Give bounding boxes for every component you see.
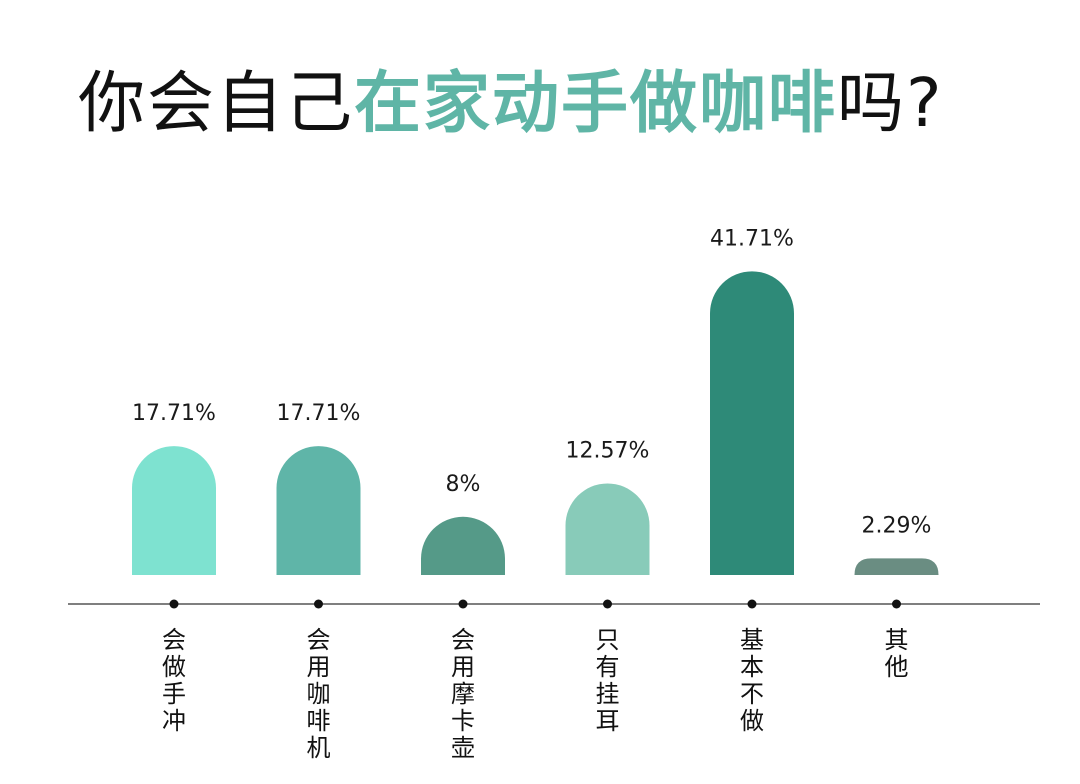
- bar-6: [854, 558, 939, 575]
- chart-title: 你会自己在家动手做咖啡吗?: [78, 58, 944, 148]
- bar-2: [276, 446, 361, 575]
- tick-dot-1: [169, 599, 179, 609]
- tick-marks-group: [169, 599, 901, 609]
- title-part-3: 吗?: [837, 64, 944, 142]
- category-label-3: 会用摩卡壶: [451, 626, 475, 762]
- category-label-4: 只有挂耳: [596, 626, 620, 735]
- value-label-5: 41.71%: [710, 226, 794, 251]
- category-label-5: 基本不做: [740, 626, 764, 735]
- tick-dot-6: [892, 599, 901, 609]
- bar-5: [710, 271, 794, 575]
- bar-1: [132, 446, 216, 575]
- value-label-3: 8%: [446, 472, 481, 497]
- bar-4: [565, 483, 650, 575]
- title-part-1: 你会自己: [78, 64, 354, 142]
- tick-dot-3: [458, 599, 468, 609]
- tick-dot-5: [747, 599, 757, 609]
- category-label-2: 会用咖啡机: [307, 626, 331, 762]
- bar-3: [421, 516, 505, 575]
- tick-dot-2: [314, 599, 323, 609]
- labels-group: 17.71% 会做手冲 17.71% 会用咖啡机 8% 会用摩卡壶 12.57% 只有挂耳 41…: [132, 226, 931, 762]
- value-label-1: 17.71%: [132, 401, 216, 426]
- category-label-6: 其他: [885, 626, 909, 681]
- title-part-highlight: 在家动手做咖啡: [354, 64, 837, 142]
- value-label-2: 17.71%: [277, 401, 361, 426]
- bars-group: [132, 271, 939, 575]
- value-label-6: 2.29%: [862, 513, 932, 538]
- tick-dot-4: [603, 599, 612, 609]
- value-label-4: 12.57%: [566, 438, 650, 463]
- category-label-1: 会做手冲: [162, 626, 186, 735]
